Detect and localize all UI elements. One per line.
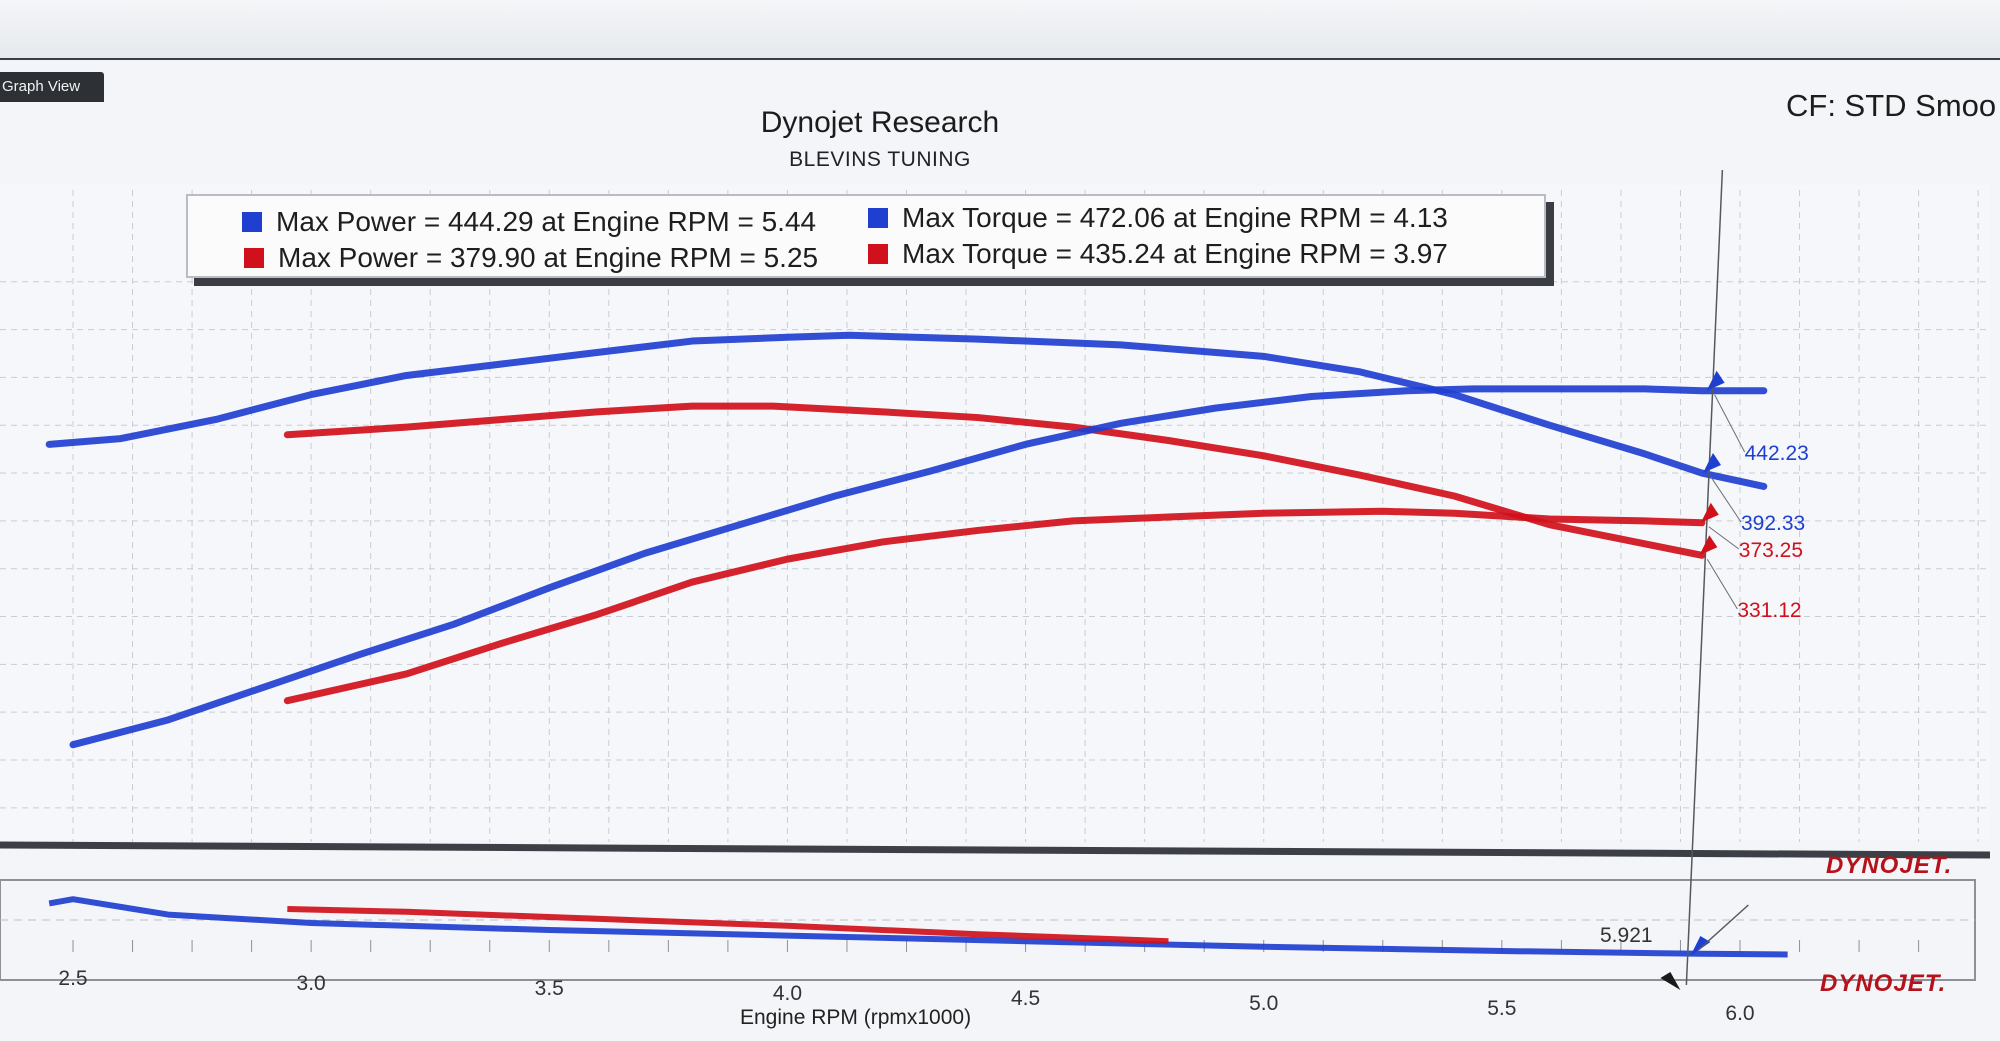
legend-label: Max Torque = 472.06 at Engine RPM = 4.13 [902,202,1448,233]
cursor-marker [1702,453,1721,474]
main-grid [0,190,1990,842]
cursor-marker [1706,370,1725,391]
cursor-value-label: 331.12 [1737,599,1801,622]
cursor-leader [1708,526,1740,550]
legend-item: Max Torque = 472.06 at Engine RPM = 4.13 [868,202,1448,234]
lower-cursor-marker [1690,936,1711,956]
chart-subtitle: BLEVINS TUNING [789,148,971,171]
monitor-top-strip [0,0,2000,61]
correction-factor-label: CF: STD Smoo [1786,88,1997,123]
x-tick-label: 4.0 [773,982,802,1005]
series-group [45,331,1768,749]
x-tick-labels: 2.5 3.0 3.5 4.0 4.5 5.0 5.5 6.0 [58,967,1754,1025]
main-plot-bottom-border [0,841,1991,859]
x-tick-label: 3.0 [297,972,326,995]
x-tick-label: 5.0 [1249,992,1278,1015]
legend-swatch [868,208,888,228]
cursor-rpm-label: 5.921 [1600,924,1653,947]
cursor-leader [1710,476,1742,523]
cursor-marker [1699,535,1718,556]
series-line-torque-1 [283,402,1706,559]
x-tick-label: 4.5 [1011,987,1040,1010]
lower-series-line-0 [48,896,1788,958]
dynojet-watermark-main: DYNOJET. [1826,852,1953,879]
cursor-line [1685,169,1724,986]
legend-item: Max Power = 444.29 at Engine RPM = 5.44 [242,206,816,238]
legend-item: Max Torque = 435.24 at Engine RPM = 3.97 [868,238,1448,270]
legend-box: Max Power = 444.29 at Engine RPM = 5.44 … [186,194,1546,278]
series-line-power-3 [283,507,1706,705]
cursor-marker [1700,502,1719,523]
series-line-power-2 [69,385,1768,749]
legend-swatch [868,244,888,264]
legend-item: Max Power = 379.90 at Engine RPM = 5.25 [244,242,818,274]
tab-graph-view[interactable]: Graph View [0,72,104,102]
x-axis-title: Engine RPM (rpmx1000) [740,1006,972,1029]
series-line-torque-0 [45,331,1768,490]
lower-series-line-1 [287,906,1169,945]
cursor-group: 442.23 392.33 373.25 331.12 5.921 [1600,169,1809,990]
cursor-value-label: 442.23 [1745,442,1809,465]
x-tick-label: 6.0 [1725,1002,1754,1025]
cursor-leader [1706,559,1738,610]
legend-swatch [244,248,264,268]
x-tick-label: 2.5 [58,967,87,990]
cursor-value-label: 392.33 [1741,512,1805,535]
chart-title: Dynojet Research [760,106,1000,139]
lower-plot-area [0,879,1976,981]
x-tick-label: 5.5 [1487,997,1516,1020]
legend-label: Max Power = 444.29 at Engine RPM = 5.44 [276,206,817,237]
lower-series-group [48,896,1788,958]
main-plot-area [0,185,1990,840]
cursor-value-label: 373.25 [1739,539,1803,562]
legend-label: Max Torque = 435.24 at Engine RPM = 3.97 [902,238,1448,269]
x-tick-label: 3.5 [535,977,564,1000]
dynojet-watermark-lower: DYNOJET. [1820,970,1947,997]
legend-swatch [242,212,262,232]
lower-cursor-leader [1697,904,1749,951]
cursor-leader [1714,394,1746,453]
lower-cursor-arrow [1660,972,1681,990]
legend-label: Max Power = 379.90 at Engine RPM = 5.25 [278,242,819,273]
